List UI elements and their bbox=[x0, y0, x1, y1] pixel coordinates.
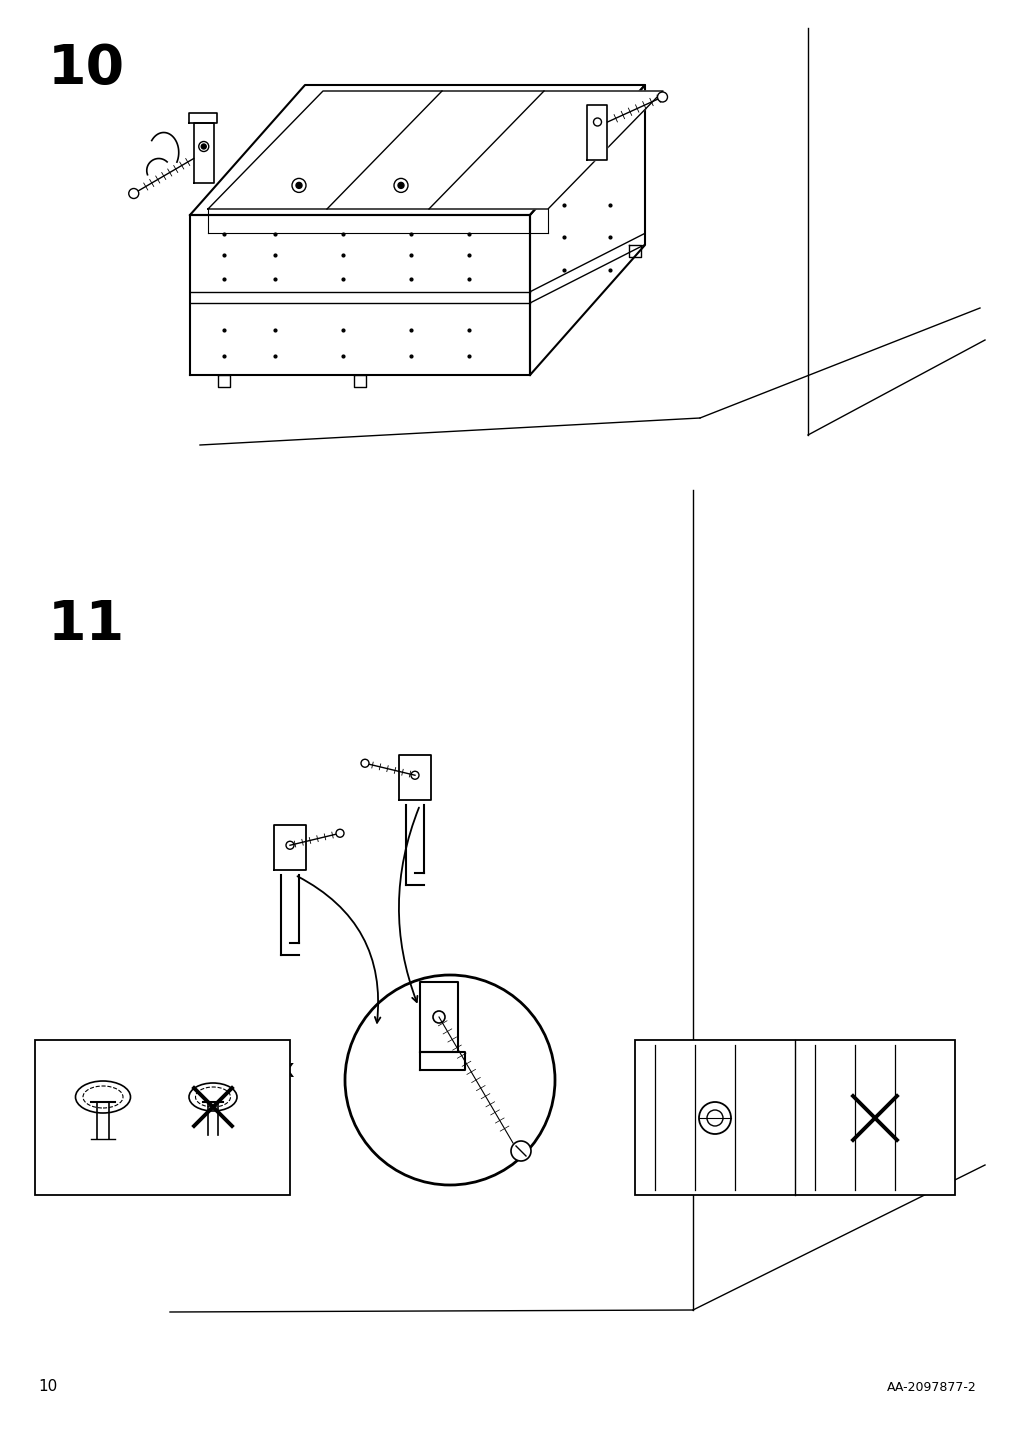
Polygon shape bbox=[587, 105, 607, 160]
Circle shape bbox=[128, 189, 139, 199]
Polygon shape bbox=[398, 755, 431, 800]
Text: 10: 10 bbox=[48, 42, 125, 96]
Circle shape bbox=[699, 1103, 730, 1134]
Circle shape bbox=[511, 1141, 531, 1161]
Polygon shape bbox=[208, 92, 662, 209]
Circle shape bbox=[361, 759, 369, 768]
Polygon shape bbox=[190, 215, 530, 375]
Circle shape bbox=[657, 92, 667, 102]
Circle shape bbox=[707, 1110, 722, 1126]
Polygon shape bbox=[193, 123, 213, 182]
Bar bbox=[35, 1040, 290, 1194]
Polygon shape bbox=[530, 84, 644, 375]
Circle shape bbox=[336, 829, 344, 838]
Circle shape bbox=[295, 182, 301, 189]
Polygon shape bbox=[190, 84, 644, 215]
Circle shape bbox=[345, 975, 554, 1186]
Text: 2x: 2x bbox=[264, 1058, 295, 1083]
Circle shape bbox=[201, 145, 206, 149]
Polygon shape bbox=[189, 113, 216, 123]
Text: 11: 11 bbox=[48, 599, 125, 652]
Text: 10: 10 bbox=[38, 1379, 58, 1393]
Circle shape bbox=[397, 182, 403, 189]
Bar bbox=[634, 1040, 954, 1194]
Polygon shape bbox=[420, 982, 458, 1053]
Text: AA-2097877-2: AA-2097877-2 bbox=[887, 1380, 976, 1393]
Polygon shape bbox=[420, 1053, 464, 1070]
Polygon shape bbox=[274, 825, 305, 871]
